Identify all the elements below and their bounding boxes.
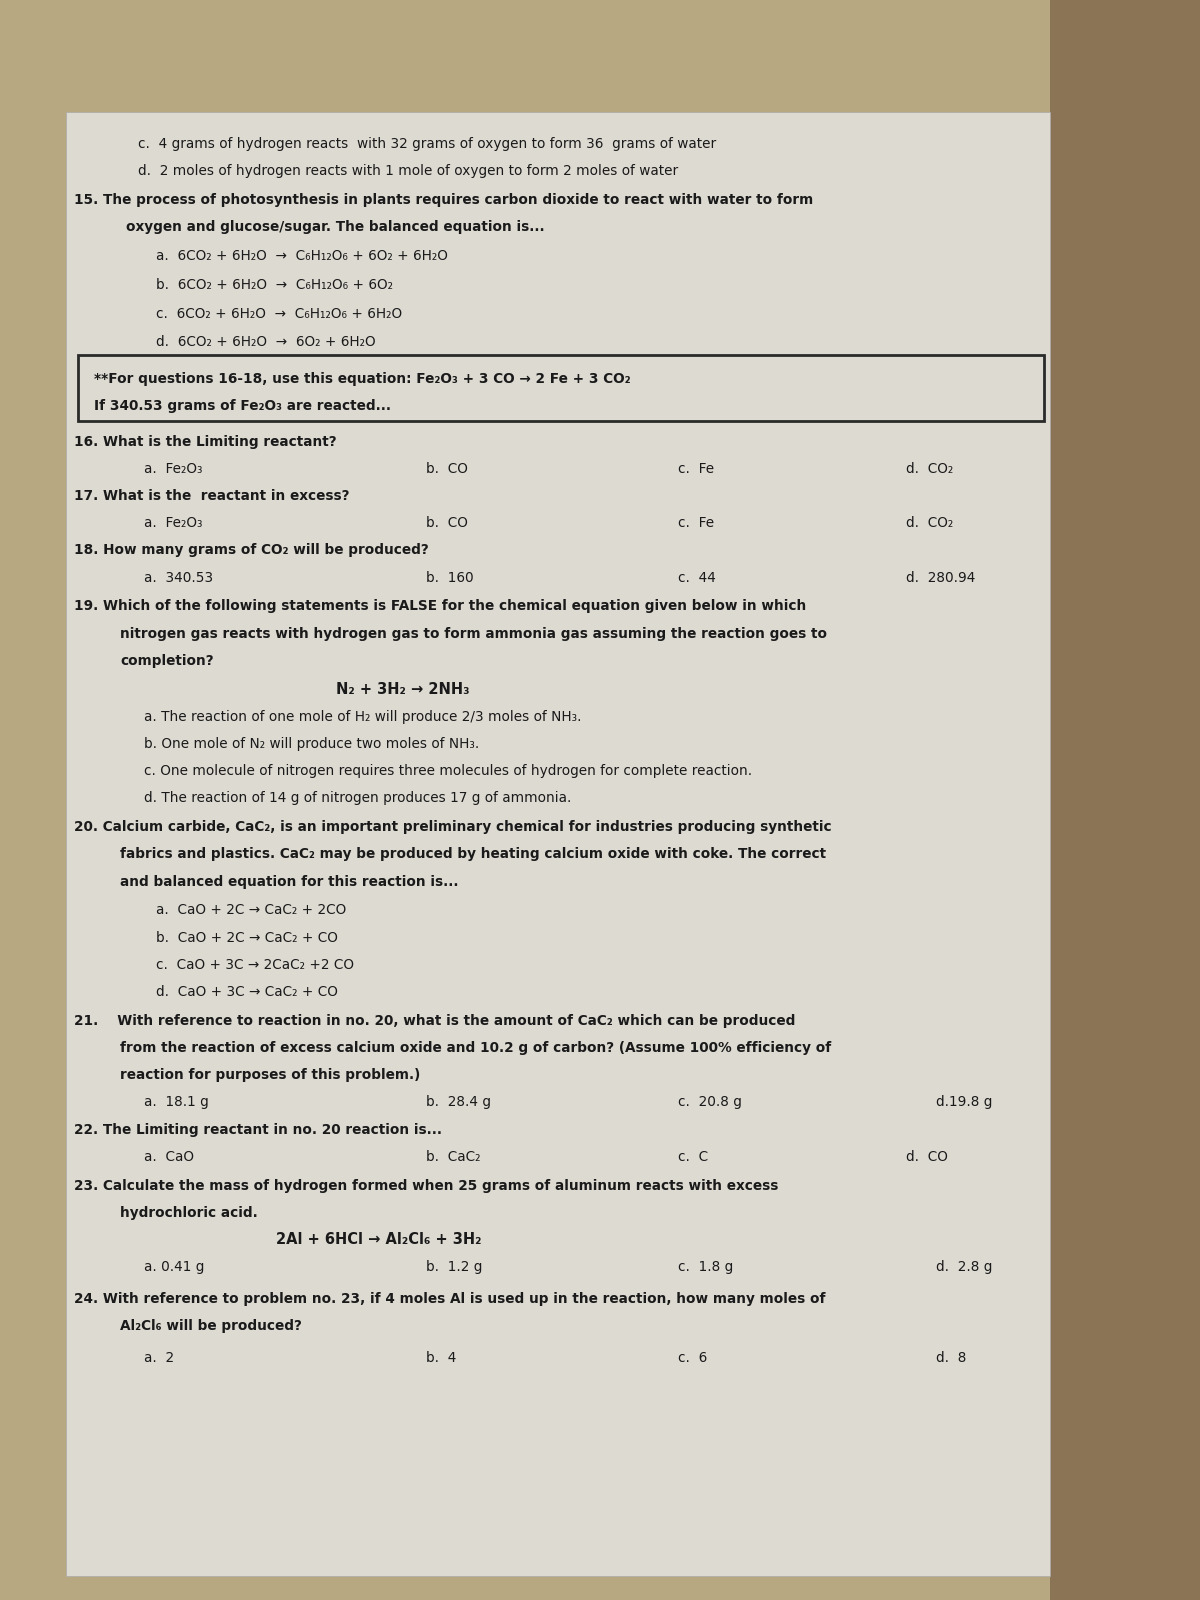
Text: d.  2 moles of hydrogen reacts with 1 mole of oxygen to form 2 moles of water: d. 2 moles of hydrogen reacts with 1 mol…	[138, 165, 678, 178]
Text: nitrogen gas reacts with hydrogen gas to form ammonia gas assuming the reaction : nitrogen gas reacts with hydrogen gas to…	[120, 627, 827, 640]
Text: c.  4 grams of hydrogen reacts  with 32 grams of oxygen to form 36  grams of wat: c. 4 grams of hydrogen reacts with 32 gr…	[138, 138, 716, 150]
Text: d.  2.8 g: d. 2.8 g	[936, 1261, 992, 1274]
Text: a.  CaO + 2C → CaC₂ + 2CO: a. CaO + 2C → CaC₂ + 2CO	[156, 904, 347, 917]
Text: d.  8: d. 8	[936, 1352, 966, 1365]
Text: a.  340.53: a. 340.53	[144, 571, 214, 584]
Text: d. The reaction of 14 g of nitrogen produces 17 g of ammonia.: d. The reaction of 14 g of nitrogen prod…	[144, 792, 571, 805]
Text: d.  CO₂: d. CO₂	[906, 517, 953, 530]
Text: b.  160: b. 160	[426, 571, 474, 584]
Text: b.  CO: b. CO	[426, 462, 468, 475]
Text: c. One molecule of nitrogen requires three molecules of hydrogen for complete re: c. One molecule of nitrogen requires thr…	[144, 765, 752, 778]
Text: c.  1.8 g: c. 1.8 g	[678, 1261, 733, 1274]
Text: b.  CaC₂: b. CaC₂	[426, 1150, 480, 1163]
Text: reaction for purposes of this problem.): reaction for purposes of this problem.)	[120, 1069, 420, 1082]
Text: c.  44: c. 44	[678, 571, 716, 584]
Text: c.  6CO₂ + 6H₂O  →  C₆H₁₂O₆ + 6H₂O: c. 6CO₂ + 6H₂O → C₆H₁₂O₆ + 6H₂O	[156, 307, 402, 320]
Text: d.  6CO₂ + 6H₂O  →  6O₂ + 6H₂O: d. 6CO₂ + 6H₂O → 6O₂ + 6H₂O	[156, 336, 376, 349]
Text: c.  C: c. C	[678, 1150, 708, 1163]
Text: oxygen and glucose/sugar. The balanced equation is...: oxygen and glucose/sugar. The balanced e…	[126, 221, 545, 234]
Text: **For questions 16-18, use this equation: Fe₂O₃ + 3 CO → 2 Fe + 3 CO₂: **For questions 16-18, use this equation…	[94, 373, 630, 386]
Text: c.  6: c. 6	[678, 1352, 707, 1365]
Text: b. One mole of N₂ will produce two moles of NH₃.: b. One mole of N₂ will produce two moles…	[144, 738, 479, 750]
Text: a. 0.41 g: a. 0.41 g	[144, 1261, 204, 1274]
Text: b.  28.4 g: b. 28.4 g	[426, 1096, 491, 1109]
Text: 16. What is the Limiting reactant?: 16. What is the Limiting reactant?	[74, 435, 337, 448]
Bar	[78, 355, 1044, 421]
Text: 17. What is the  reactant in excess?: 17. What is the reactant in excess?	[74, 490, 350, 502]
Text: 21.    With reference to reaction in no. 20, what is the amount of CaC₂ which ca: 21. With reference to reaction in no. 20…	[74, 1014, 796, 1027]
Text: 15. The process of photosynthesis in plants requires carbon dioxide to react wit: 15. The process of photosynthesis in pla…	[74, 194, 814, 206]
Text: b.  6CO₂ + 6H₂O  →  C₆H₁₂O₆ + 6O₂: b. 6CO₂ + 6H₂O → C₆H₁₂O₆ + 6O₂	[156, 278, 394, 291]
Text: c.  20.8 g: c. 20.8 g	[678, 1096, 742, 1109]
Text: c.  Fe: c. Fe	[678, 517, 714, 530]
Text: d.  CO₂: d. CO₂	[906, 462, 953, 475]
Text: a.  Fe₂O₃: a. Fe₂O₃	[144, 462, 203, 475]
Text: If 340.53 grams of Fe₂O₃ are reacted...: If 340.53 grams of Fe₂O₃ are reacted...	[94, 400, 391, 413]
Bar	[66, 112, 1050, 1576]
Text: 22. The Limiting reactant in no. 20 reaction is...: 22. The Limiting reactant in no. 20 reac…	[74, 1123, 443, 1136]
Text: a.  Fe₂O₃: a. Fe₂O₃	[144, 517, 203, 530]
Bar	[1050, 0, 1200, 1600]
Text: d.  CaO + 3C → CaC₂ + CO: d. CaO + 3C → CaC₂ + CO	[156, 986, 338, 998]
Text: completion?: completion?	[120, 654, 214, 667]
Text: c.  CaO + 3C → 2CaC₂ +2 CO: c. CaO + 3C → 2CaC₂ +2 CO	[156, 958, 354, 971]
Text: 24. With reference to problem no. 23, if 4 moles Al is used up in the reaction, : 24. With reference to problem no. 23, if…	[74, 1293, 826, 1306]
Text: b.  CaO + 2C → CaC₂ + CO: b. CaO + 2C → CaC₂ + CO	[156, 931, 338, 944]
Text: 19. Which of the following statements is FALSE for the chemical equation given b: 19. Which of the following statements is…	[74, 600, 806, 613]
Text: fabrics and plastics. CaC₂ may be produced by heating calcium oxide with coke. T: fabrics and plastics. CaC₂ may be produc…	[120, 848, 826, 861]
Text: 23. Calculate the mass of hydrogen formed when 25 grams of aluminum reacts with : 23. Calculate the mass of hydrogen forme…	[74, 1179, 779, 1192]
Text: a.  2: a. 2	[144, 1352, 174, 1365]
Text: and balanced equation for this reaction is...: and balanced equation for this reaction …	[120, 875, 458, 888]
Text: c.  Fe: c. Fe	[678, 462, 714, 475]
Text: 18. How many grams of CO₂ will be produced?: 18. How many grams of CO₂ will be produc…	[74, 544, 430, 557]
Text: Al₂Cl₆ will be produced?: Al₂Cl₆ will be produced?	[120, 1320, 302, 1333]
Text: d.  280.94: d. 280.94	[906, 571, 976, 584]
Text: a.  CaO: a. CaO	[144, 1150, 194, 1163]
Text: b.  1.2 g: b. 1.2 g	[426, 1261, 482, 1274]
Text: b.  CO: b. CO	[426, 517, 468, 530]
Text: hydrochloric acid.: hydrochloric acid.	[120, 1206, 258, 1219]
Text: from the reaction of excess calcium oxide and 10.2 g of carbon? (Assume 100% eff: from the reaction of excess calcium oxid…	[120, 1042, 832, 1054]
Text: N₂ + 3H₂ → 2NH₃: N₂ + 3H₂ → 2NH₃	[336, 682, 469, 698]
Text: a.  6CO₂ + 6H₂O  →  C₆H₁₂O₆ + 6O₂ + 6H₂O: a. 6CO₂ + 6H₂O → C₆H₁₂O₆ + 6O₂ + 6H₂O	[156, 250, 448, 262]
Text: d.19.8 g: d.19.8 g	[936, 1096, 992, 1109]
Text: 20. Calcium carbide, CaC₂, is an important preliminary chemical for industries p: 20. Calcium carbide, CaC₂, is an importa…	[74, 821, 832, 834]
Text: b.  4: b. 4	[426, 1352, 456, 1365]
Text: 2Al + 6HCl → Al₂Cl₆ + 3H₂: 2Al + 6HCl → Al₂Cl₆ + 3H₂	[276, 1232, 481, 1248]
Text: d.  CO: d. CO	[906, 1150, 948, 1163]
Text: a.  18.1 g: a. 18.1 g	[144, 1096, 209, 1109]
Text: a. The reaction of one mole of H₂ will produce 2/3 moles of NH₃.: a. The reaction of one mole of H₂ will p…	[144, 710, 582, 723]
